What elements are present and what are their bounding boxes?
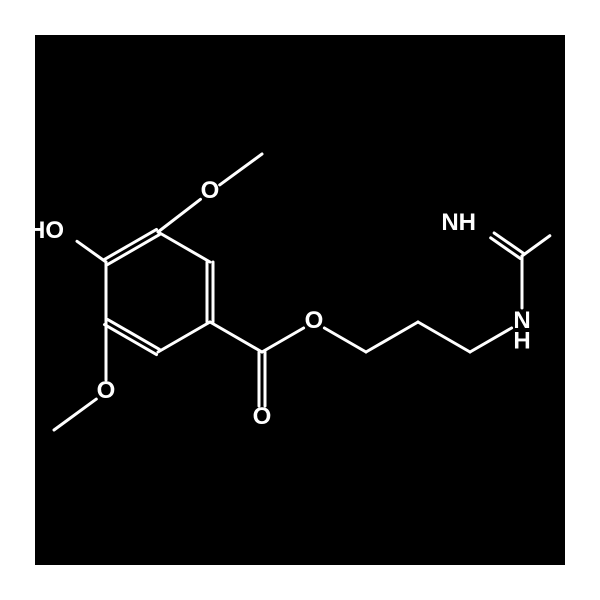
inner-bg: [35, 35, 565, 565]
atom-NH_top: NH: [441, 209, 476, 236]
atom-O_dbl: O: [253, 403, 272, 430]
molecule-diagram: OHOOOONHNHNH2: [0, 0, 600, 600]
atom-N_H-h: H: [513, 327, 530, 354]
atom-HO: HO: [28, 217, 64, 244]
atom-O_ester: O: [305, 307, 324, 334]
atom-O_bot: O: [97, 377, 116, 404]
atom-O_top: O: [201, 177, 220, 204]
atom-NH2: NH2: [566, 209, 600, 238]
